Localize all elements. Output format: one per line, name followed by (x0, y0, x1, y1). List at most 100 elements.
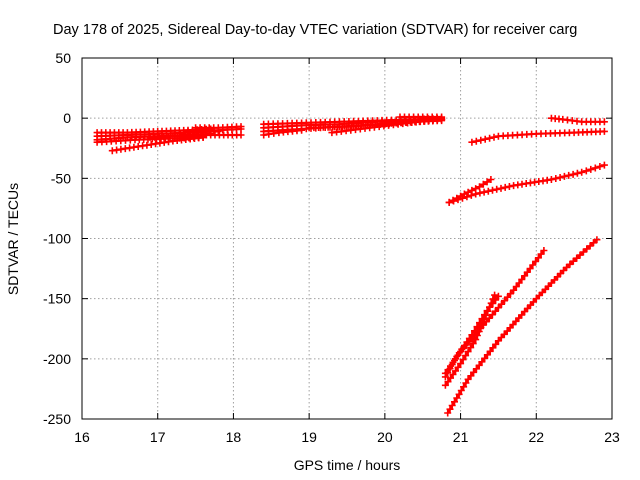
data-point-marker (529, 261, 537, 269)
x-tick-label: 20 (377, 429, 393, 445)
chart-title: Day 178 of 2025, Sidereal Day-to-day VTE… (53, 22, 577, 38)
data-point-marker (521, 272, 529, 280)
data-point-marker (600, 118, 608, 126)
data-point-marker (462, 379, 470, 387)
series-trace-13 (260, 126, 306, 139)
x-tick-label: 21 (453, 429, 469, 445)
data-point-marker (448, 402, 456, 409)
data-point-marker (497, 184, 505, 192)
data-point-marker (587, 165, 595, 173)
series-trace-23 (441, 292, 502, 381)
data-point-marker (469, 340, 477, 348)
data-point-marker (591, 164, 599, 172)
data-point-marker (448, 361, 456, 369)
data-point-marker (490, 133, 498, 141)
data-point-marker (441, 373, 449, 381)
y-tick-label: -50 (51, 170, 71, 186)
data-point-marker (510, 286, 518, 294)
data-point-marker (455, 390, 463, 398)
grid (82, 58, 612, 419)
axis-ticks: 16 17 18 19 20 21 22 23 50 0 -50 -100 -150 -200 -250 (43, 50, 620, 445)
data-point-marker (457, 192, 465, 200)
data-point-marker (505, 183, 513, 190)
data-point-marker (593, 236, 601, 244)
series-trace-16 (396, 113, 446, 121)
data-point-marker (199, 132, 207, 140)
data-point-marker (489, 300, 497, 307)
data-point-marker (460, 383, 468, 391)
data-point-marker (484, 187, 492, 195)
data-point-marker (518, 275, 526, 283)
data-point-marker (472, 137, 480, 145)
data-point-marker (493, 185, 501, 193)
data-point-marker (444, 369, 452, 377)
data-point-marker (569, 170, 577, 178)
data-point-marker (468, 138, 476, 146)
data-point-marker (532, 257, 540, 265)
data-point-marker (449, 196, 457, 204)
series-trace-19 (445, 161, 608, 206)
data-point-marker (600, 127, 608, 135)
x-tick-label: 23 (604, 429, 620, 445)
series-trace-21 (441, 247, 548, 377)
data-point-marker (523, 268, 531, 276)
data-point-marker (457, 360, 465, 368)
data-point-marker (481, 311, 488, 319)
data-point-marker (446, 365, 454, 373)
data-point-marker (556, 174, 564, 181)
series-trace-15 (328, 115, 446, 137)
data-point-marker (464, 348, 472, 356)
data-point-marker (486, 134, 494, 142)
series-trace-05 (108, 133, 207, 155)
data-point-marker (477, 136, 485, 144)
data-point-marker (458, 345, 466, 353)
data-point-marker (468, 186, 476, 194)
x-tick-label: 19 (301, 429, 317, 445)
data-point-marker (491, 291, 499, 299)
data-point-marker (441, 381, 449, 389)
data-point-marker (537, 250, 545, 258)
data-point-marker (552, 175, 560, 182)
data-point-marker (473, 323, 481, 331)
data-point-marker (460, 342, 468, 350)
y-tick-label: 0 (63, 110, 71, 126)
y-tick-label: -150 (43, 291, 71, 307)
data-point-marker (492, 296, 500, 304)
y-tick-label: -250 (43, 411, 71, 427)
series-trace-20 (445, 176, 495, 206)
data-point-marker (600, 161, 608, 169)
data-point-marker (489, 186, 496, 194)
data-point-marker (512, 283, 520, 291)
data-point-marker (476, 189, 484, 197)
data-point-marker (468, 331, 476, 339)
data-point-marker (446, 405, 454, 413)
data-point-marker (540, 247, 548, 254)
series-trace-17 (468, 127, 608, 146)
series-line (446, 238, 599, 415)
data-point-marker (449, 371, 457, 378)
x-tick-label: 16 (74, 429, 90, 445)
data-point-marker (472, 185, 480, 193)
data-point-marker (298, 126, 306, 134)
data-point-marker (455, 349, 463, 357)
data-point-marker (465, 334, 473, 342)
data-point-marker (487, 176, 495, 183)
data-point-marker (582, 167, 590, 175)
data-point-marker (476, 183, 483, 191)
data-point-marker (547, 176, 555, 183)
data-point-marker (444, 409, 452, 417)
data-point-marker (494, 292, 502, 300)
data-point-marker (462, 352, 470, 360)
data-point-marker (457, 387, 465, 394)
x-tick-label: 18 (226, 429, 242, 445)
data-point-marker (467, 344, 475, 352)
data-point-marker (478, 315, 486, 323)
data-point-marker (459, 356, 467, 364)
data-point-marker (471, 327, 478, 335)
data-point-marker (445, 198, 453, 206)
data-point-marker (454, 363, 462, 371)
data-point-marker (480, 188, 488, 196)
data-point-marker (501, 183, 509, 191)
data-point-marker (476, 319, 483, 327)
y-axis-label: SDTVAR / TECUs (5, 183, 21, 295)
